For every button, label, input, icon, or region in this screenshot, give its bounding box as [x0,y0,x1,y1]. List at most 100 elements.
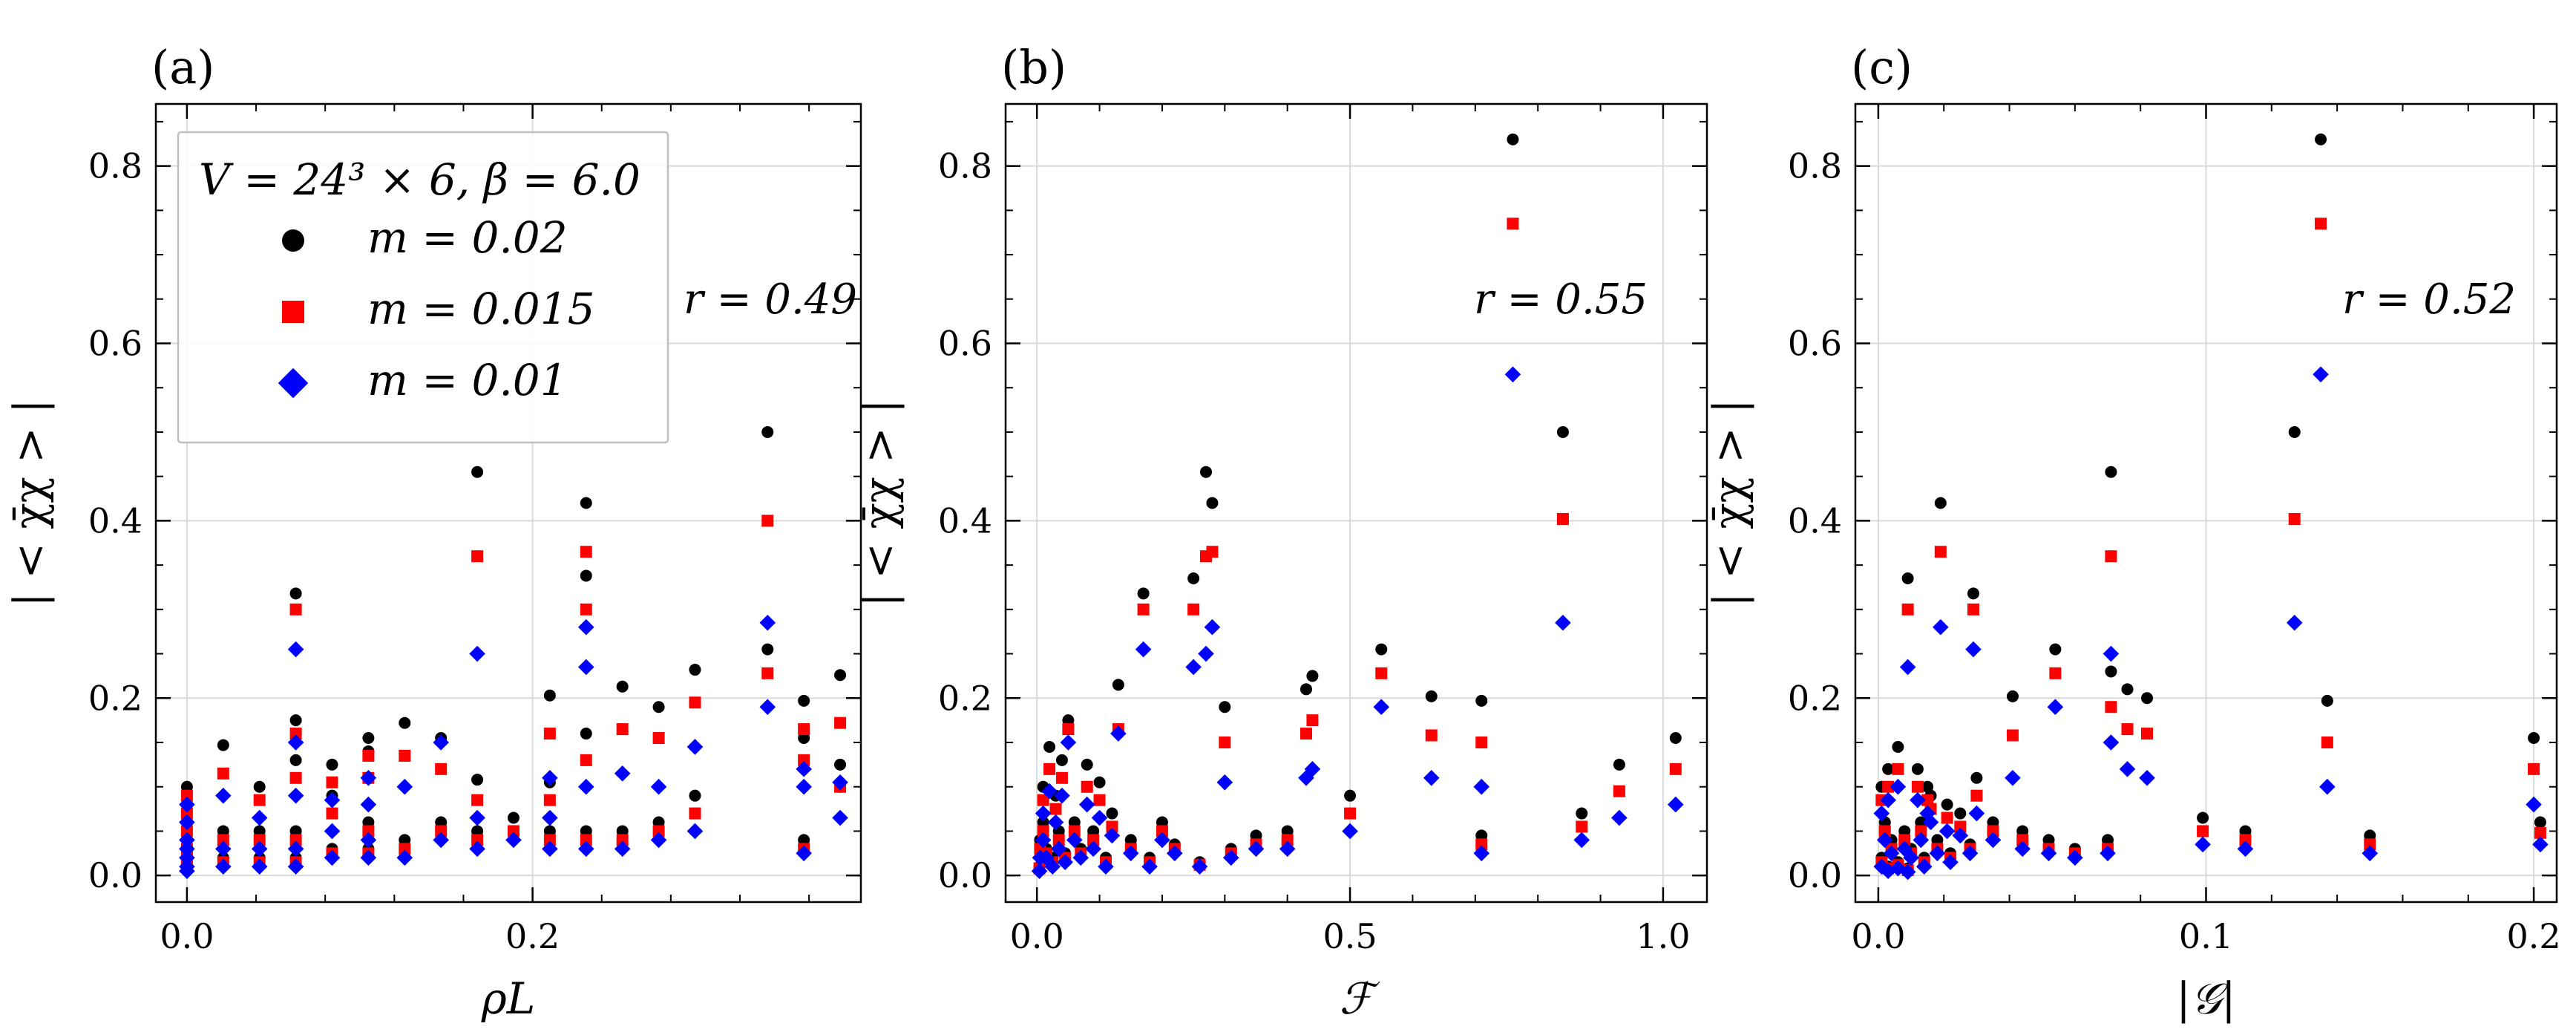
data-point-circle [761,643,774,656]
data-point-circle [471,466,484,478]
data-point-square [1967,603,1979,615]
data-point-circle [1093,776,1106,788]
data-point-diamond [2014,840,2031,858]
data-point-diamond [1057,854,1073,871]
y-tick-label: 0.8 [1788,146,1842,186]
data-point-diamond [1922,814,1939,831]
data-point-square [689,807,701,820]
data-point-diamond [2005,769,2021,786]
data-point-diamond [650,778,667,795]
data-point-diamond [287,858,304,875]
data-point-square [326,776,338,788]
data-point-circle [1106,807,1118,820]
data-point-diamond [215,858,232,875]
data-point-circle [289,714,302,727]
data-point-diamond [1913,832,1930,849]
data-point-diamond [360,832,377,849]
data-point-diamond [2237,840,2254,858]
correlation-annotation: r = 0.49 [684,275,857,324]
data-point-square [2197,825,2209,837]
data-point-diamond [1952,827,1969,844]
data-point-diamond [360,769,377,786]
x-axis-label: ρL [481,973,536,1024]
data-point-circle [1613,758,1625,771]
legend-marker-square [282,301,304,323]
y-tick-label: 0.8 [938,146,992,186]
data-point-diamond [796,778,812,795]
data-point-square [180,807,193,820]
data-point-square [689,696,701,709]
data-point-diamond [1035,805,1052,822]
data-point-diamond [1204,618,1221,636]
data-point-square [1087,834,1100,846]
data-point-square [1878,825,1891,837]
data-point-square [180,825,193,837]
y-tick-label: 0.0 [938,855,992,895]
data-point-square [2321,737,2333,748]
data-point-square [1934,546,1947,558]
y-tick-label: 0.6 [1788,324,1842,364]
data-point-diamond [1473,845,1490,862]
data-point-square [471,550,484,563]
data-point-square [1219,737,1231,748]
data-point-diamond [505,832,522,849]
data-point-diamond [2139,769,2155,786]
data-point-circle [616,680,629,693]
data-point-diamond [1942,854,1959,871]
data-point-circle [1137,587,1150,600]
data-point-circle [1954,807,1967,820]
data-point-diamond [2100,845,2116,862]
data-point-diamond [1060,734,1077,751]
data-point-diamond [1135,641,1152,658]
data-point-circle [1187,572,1200,585]
data-point-diamond [542,809,558,826]
data-point-circle [217,739,229,751]
data-point-diamond [614,840,631,858]
data-point-square [1068,825,1081,837]
data-point-diamond [433,734,449,751]
data-point-circle [1200,466,1212,478]
data-point-circle [580,728,592,740]
data-point-square [1613,785,1625,797]
data-point-square [1425,729,1438,742]
data-point-square [616,834,629,846]
legend-entry-label: m = 0.02 [367,212,568,263]
data-point-square [2364,838,2376,851]
data-point-circle [580,497,592,509]
data-point-circle [1892,740,1904,753]
plot-frame [1004,102,1708,904]
data-point-square [1055,771,1068,784]
data-point-circle [362,732,375,745]
data-point-square [1475,737,1488,748]
legend-entry-label: m = 0.015 [367,284,595,334]
data-point-diamond [251,858,268,875]
data-point-circle [399,716,411,729]
data-point-diamond [2103,734,2120,751]
data-point-circle [2288,425,2301,438]
data-point-circle [1970,771,1983,784]
data-point-square [1187,603,1200,615]
y-tick-label: 0.4 [938,500,992,541]
data-point-circle [1306,670,1319,682]
panel-label: (c) [1851,40,1913,94]
data-point-circle [689,789,701,802]
correlation-annotation: r = 0.52 [2342,275,2516,324]
data-point-square [2105,550,2117,563]
data-point-square [1306,714,1319,727]
x-tick-label: 0.5 [1323,916,1377,956]
data-point-circle [1967,587,1979,600]
y-tick-label: 0.2 [88,678,142,718]
data-point-circle [2315,133,2327,146]
data-point-diamond [577,840,594,858]
data-point-square [362,749,375,762]
data-point-diamond [1248,840,1265,858]
data-point-diamond [1279,840,1296,858]
data-point-square [1954,820,1967,833]
x-axis-label: ℱ [1340,973,1380,1024]
y-tick-label: 0.6 [938,324,992,364]
y-axis-label: | < χ̄χ > | [4,399,55,607]
data-point-square [2105,701,2117,713]
x-tick-label: 0.0 [1851,916,1905,956]
y-tick-label: 0.0 [1788,855,1842,895]
data-point-diamond [2103,645,2120,662]
